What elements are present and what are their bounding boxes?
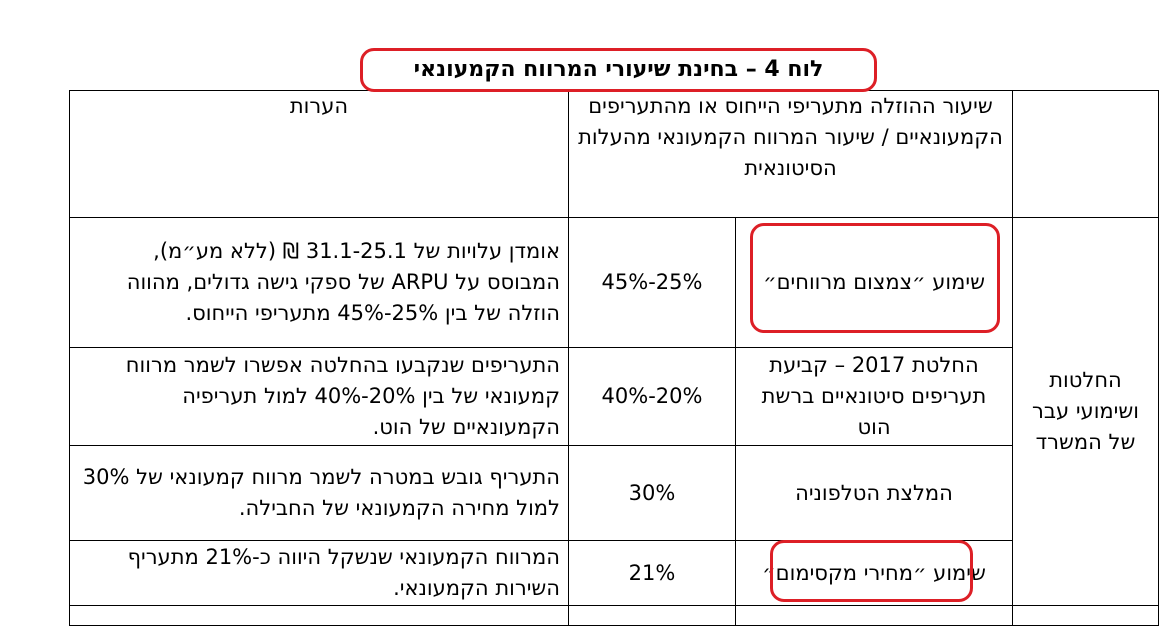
rate-cell: 30% [567, 445, 737, 541]
table-title: לוח 4 – בחינת שיעורי המרווח הקמעונאי [413, 57, 824, 82]
empty-cell [1012, 605, 1160, 626]
highlight-ring [770, 540, 973, 602]
rate-cell: 21% [567, 540, 737, 606]
header-cell [1012, 90, 1160, 218]
notes-cell: אומדן עלויות של 31.1-25.1 ₪ (ללא מע״מ), … [69, 217, 569, 348]
highlight-ring [750, 223, 1000, 333]
empty-cell [735, 605, 1014, 626]
header-cell: הערות [69, 90, 569, 218]
name-cell: המלצת הטלפוניה [735, 445, 1014, 541]
rate: 21% [628, 560, 676, 585]
margin-table: שיעור ההוזלה מתעריפי הייחוס או מהתעריפים… [69, 90, 1160, 626]
name-cell: החלטת 2017 – קביעת תעריפים סיטונאיים ברש… [735, 347, 1014, 446]
empty-cell [69, 605, 569, 626]
group-cell: החלטות ושימועי עבר של המשרד [1012, 217, 1160, 606]
rate-cell: 45%-25% [567, 217, 737, 348]
rate: 40%-20% [601, 384, 703, 408]
name-cell: שימוע ״צמצום מרווחים״ [735, 217, 1014, 348]
header-cell: שיעור ההוזלה מתעריפי הייחוס או מהתעריפים… [567, 90, 1014, 218]
notes-cell: התעריפים שנקבעו בהחלטה אפשרו לשמר מרווח … [69, 347, 569, 446]
empty-cell [567, 605, 737, 626]
notes-cell: התעריף גובש במטרה לשמר מרווח קמעונאי של … [69, 445, 569, 541]
page: לוח 4 – בחינת שיעורי המרווח הקמעונאי שיע… [69, 48, 1160, 626]
rate: 30% [628, 480, 676, 505]
notes-cell: המרווח הקמעונאי שנשקל היווה כ-21% מתעריף… [69, 540, 569, 606]
rate-cell: 40%-20% [567, 347, 737, 446]
highlight-ring [360, 48, 877, 92]
rate: 45%-25% [601, 270, 703, 294]
